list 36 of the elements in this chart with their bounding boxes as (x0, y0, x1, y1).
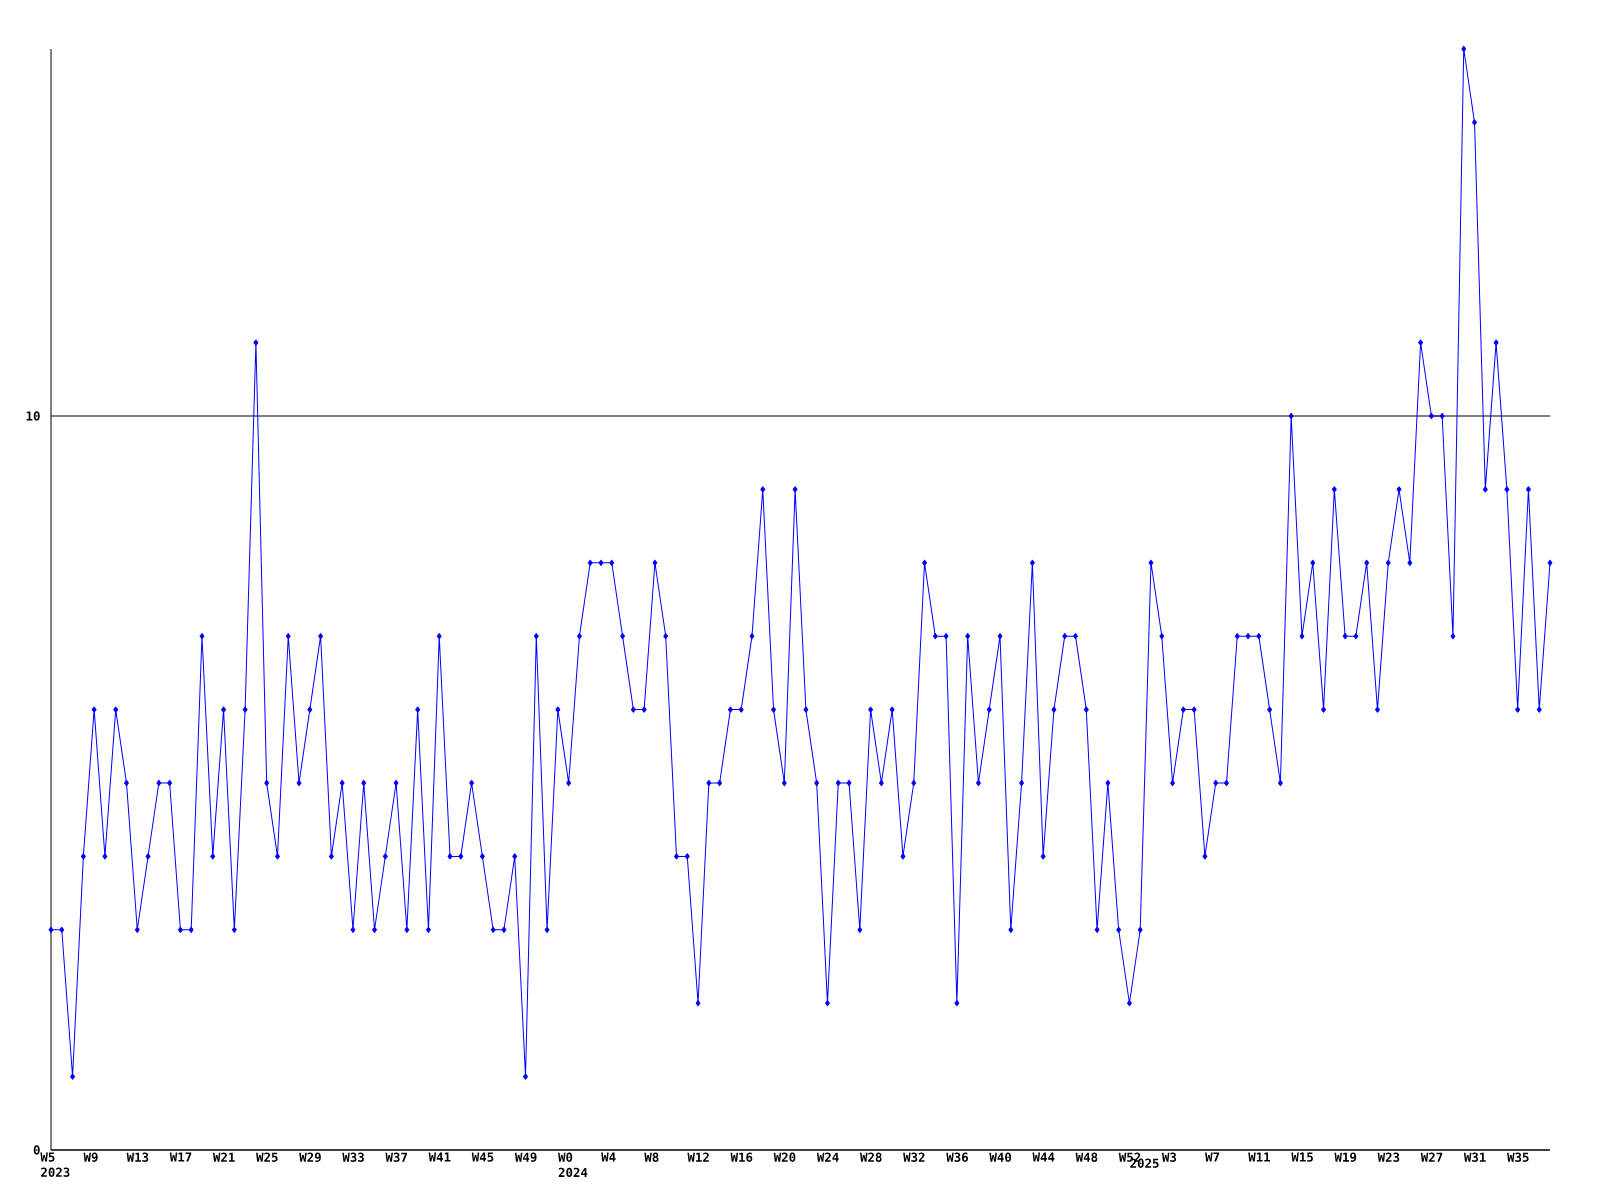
x-tick-label: W27 (1420, 1152, 1443, 1162)
x-tick-label: W7 (1205, 1152, 1220, 1162)
x-tick-label: W13 (126, 1152, 149, 1162)
x-tick-label: W37 (385, 1152, 407, 1162)
x-tick-label: W44 (1032, 1152, 1055, 1162)
x-tick-label: W3 (1161, 1152, 1177, 1162)
x-tick-label: W8 (644, 1152, 659, 1162)
x-tick-label: W40 (989, 1152, 1012, 1162)
x-tick-label: W48 (1075, 1152, 1098, 1162)
x-tick-label: W35 (1507, 1152, 1529, 1162)
x-tick-label: W28 (860, 1152, 882, 1162)
x-tick-label: W41 (428, 1152, 451, 1162)
x-tick-label: W9 (83, 1152, 98, 1162)
x-tick-label: W17 (169, 1152, 192, 1162)
x-tick-label: W32 (903, 1152, 925, 1162)
y-tick-label: 0 (33, 1145, 40, 1155)
x-tick-label: W16 (730, 1152, 753, 1162)
x-tick-label: W4 (601, 1152, 616, 1162)
x-tick-label: W23 (1377, 1152, 1400, 1162)
x-tick-label: W0 2024 (558, 1152, 588, 1178)
x-tick-label: W5 2023 (40, 1152, 70, 1177)
y-tick-label: 10 (26, 411, 40, 421)
x-tick-label: W11 (1248, 1152, 1271, 1162)
x-tick-label: W15 (1291, 1152, 1313, 1162)
x-tick-label: W24 (816, 1152, 839, 1162)
x-tick-label: W12 (687, 1152, 709, 1162)
x-tick-label: W36 (946, 1152, 968, 1162)
x-tick-label: W49 (514, 1152, 537, 1162)
x-tick-label: W45 (471, 1152, 494, 1162)
x-tick-label: W21 (212, 1152, 235, 1162)
x-tick-label: W29 (299, 1152, 321, 1162)
x-tick-label: W19 (1334, 1152, 1357, 1162)
x-tick-label: W20 (773, 1152, 796, 1162)
x-tick-label: W31 (1463, 1152, 1486, 1162)
x-tick-label: W33 (342, 1152, 364, 1162)
x-tick-label: W25 (256, 1152, 278, 1162)
